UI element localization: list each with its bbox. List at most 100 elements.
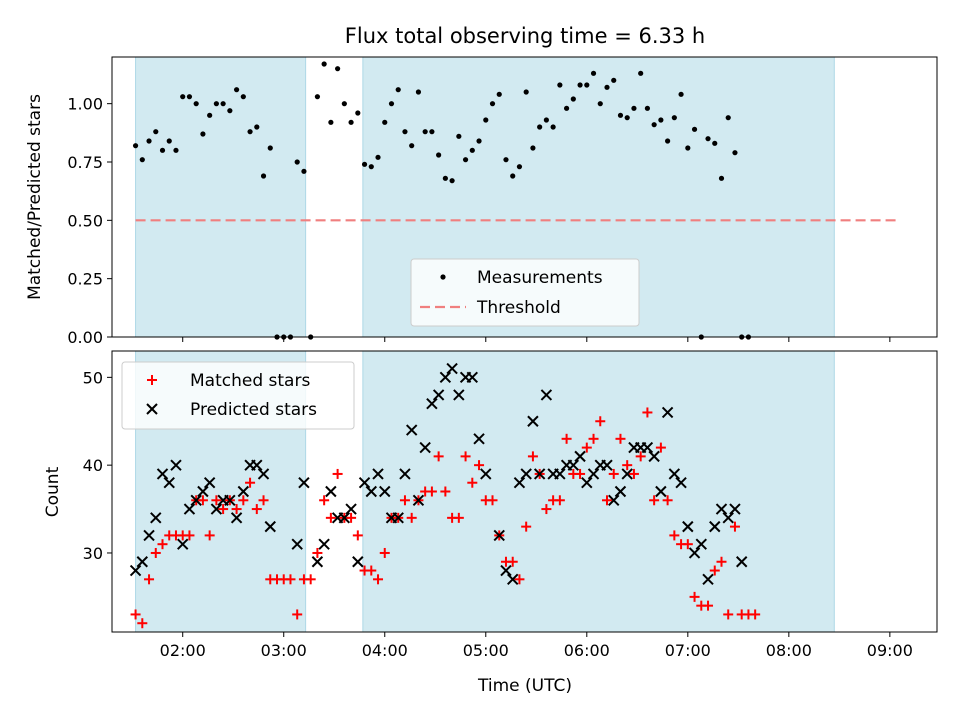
predicted-star-point [507,573,519,586]
measurement-point [186,94,193,100]
measurement-point [368,164,374,170]
measurement-point [718,175,725,181]
predicted-star-point [648,450,660,463]
matched-star-point [527,451,538,462]
matched-star-point [608,468,619,479]
bottom-panel: 30 40 50 02:00 03:00 04:00 05:00 06:00 07:00 08:… [43,350,938,696]
measurement-point [705,136,711,142]
measurement-point [462,157,469,163]
measurement-point [597,101,603,107]
matched-star-point [292,609,303,620]
matched-star-point [628,468,639,479]
predicted-star-point [150,512,162,524]
measurement-point [537,124,543,130]
predicted-star-point [298,477,310,489]
predicted-star-point [608,494,620,506]
measurement-point [732,150,738,156]
legend-matched-marker [147,375,157,385]
predicted-star-point [621,468,633,480]
measurement-point [671,115,677,121]
measurement-point [617,112,624,118]
matched-star-point [319,495,330,506]
top-panel: 0.00 0.25 0.50 0.75 1.00 Matched/Predicted s… [25,56,938,347]
measurement-point [496,91,502,97]
matched-star-point [541,504,552,515]
top-axes-frame [111,56,938,338]
observing-window [135,56,307,338]
predicted-star-point [230,512,243,524]
measurement-point [247,129,253,135]
measurement-point [557,82,563,88]
measurement-point [260,173,267,179]
measurement-point [341,101,347,107]
matched-star-point [352,530,363,541]
measurement-point [456,133,462,139]
x-tick-label: 08:00 [766,641,812,660]
predicted-star-point [722,512,734,524]
legend-matched-symbol [147,375,157,385]
matched-star-point [144,574,155,585]
predicted-star-point [702,573,714,586]
matched-star-point [655,442,666,453]
matched-star-point [595,416,606,427]
measurement-point [361,161,368,167]
matched-star-point [379,547,390,558]
predicted-star-point [405,424,418,436]
bottom-y-tick-label: 30 [83,544,103,563]
measurement-point [644,105,651,111]
measurement-point [159,147,166,153]
matched-star-point [406,512,417,523]
measurement-point [415,89,422,95]
measurement-point [523,89,529,95]
measurement-point [254,124,260,130]
measurement-point [146,138,152,144]
matched-star-point [184,530,195,541]
predicted-star-point [210,503,223,515]
measurement-point [180,94,186,100]
predicted-star-point [695,538,707,550]
measurement-point [563,105,570,111]
matched-star-point [433,451,444,462]
measurement-point [469,147,475,153]
matched-star-point [211,495,222,506]
measurement-point [301,168,307,174]
measurement-point [422,129,428,135]
bottom-y-axis-label: Count [43,466,63,517]
measurement-point [476,138,482,144]
x-axis-label: Time (UTC) [477,676,572,696]
measurement-point [213,101,219,107]
predicted-star-point [264,520,276,533]
predicted-star-point [466,371,479,384]
matched-star-point [238,495,249,506]
x-tick-label: 04:00 [362,641,408,660]
predicted-star-point [129,564,142,577]
matched-star-point [258,495,269,506]
top-y-tick-label: 0.25 [67,270,103,289]
predicted-star-point [668,468,681,480]
matched-star-point [750,609,761,620]
predicted-star-point [197,485,209,498]
measurement-point [207,112,213,118]
measurement-point [624,115,630,121]
predicted-star-point [426,397,438,410]
predicted-star-point [493,529,505,542]
measurement-point [489,101,496,107]
predicted-star-point [392,512,404,524]
measurement-point [375,154,381,160]
legend-matched-label: Matched stars [190,371,310,391]
measurement-point [577,82,583,88]
top-x-ticks [182,337,891,342]
measurement-point [267,145,273,151]
matched-star-point [325,512,336,523]
matched-star-point [669,530,680,541]
measurement-point [335,66,341,72]
measurement-point [442,175,448,181]
predicted-star-point [318,538,330,550]
x-tick-label: 07:00 [665,641,711,660]
measurement-point [638,70,644,76]
measurement-point [382,119,388,125]
predicted-star-point [480,468,492,480]
predicted-star-point [365,485,377,498]
measurement-point [193,101,199,107]
